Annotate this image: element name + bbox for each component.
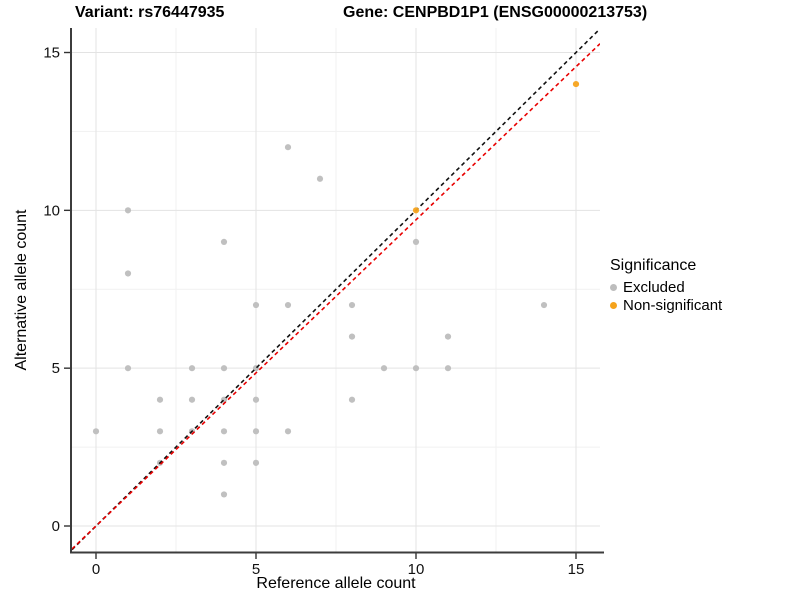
y-tick-label: 10 — [43, 202, 60, 219]
data-point-excluded — [284, 428, 292, 435]
legend-swatch-icon — [610, 283, 617, 291]
data-point-excluded — [220, 365, 228, 372]
data-point-excluded — [220, 238, 228, 246]
data-point-excluded — [252, 301, 260, 309]
data-point-excluded — [220, 491, 228, 498]
data-point-excluded — [188, 396, 196, 403]
legend-swatch-icon — [610, 301, 617, 309]
data-point-excluded — [412, 365, 420, 372]
data-point-excluded — [124, 270, 132, 277]
data-point-excluded — [220, 459, 228, 466]
data-point-excluded — [444, 365, 452, 372]
data-point-excluded — [124, 365, 132, 372]
x-tick-label: 15 — [568, 561, 585, 578]
data-point-excluded — [92, 428, 100, 435]
legend-item-non-significant: Non-significant — [610, 296, 722, 314]
data-point-excluded — [444, 333, 452, 340]
legend-items: Excluded Non-significant — [610, 278, 722, 314]
data-point-excluded — [348, 333, 356, 340]
y-tick-label: 0 — [52, 518, 60, 535]
data-point-excluded — [284, 144, 292, 151]
legend-title: Significance — [610, 257, 697, 274]
gene-title: Gene: CENPBD1P1 (ENSG00000213753) — [343, 4, 648, 21]
y-axis-title: Alternative allele count — [13, 209, 30, 371]
data-point-excluded — [540, 301, 548, 309]
data-point-excluded — [348, 301, 356, 309]
y-tick-label: 5 — [52, 360, 60, 377]
data-point-excluded — [188, 365, 196, 372]
data-point-excluded — [412, 238, 420, 246]
legend-item-label: Non-significant — [623, 296, 723, 314]
y-tick-label: 15 — [43, 45, 60, 62]
data-point-excluded — [316, 175, 324, 182]
identity-line — [72, 28, 600, 551]
x-tick-label: 5 — [252, 561, 260, 578]
x-axis-title: Reference allele count — [256, 575, 416, 592]
legend-item-excluded: Excluded — [610, 278, 722, 296]
data-point-excluded — [252, 428, 260, 435]
data-point-excluded — [156, 428, 164, 435]
legend: Significance Excluded Non-significant — [610, 257, 722, 314]
data-point-excluded — [348, 396, 356, 403]
data-point-excluded — [380, 365, 388, 372]
legend-item-label: Excluded — [623, 278, 685, 296]
data-point-excluded — [156, 396, 164, 403]
data-point-excluded — [252, 459, 260, 466]
data-point-excluded — [124, 207, 132, 214]
data-point-excluded — [220, 428, 228, 435]
x-tick-label: 10 — [408, 561, 425, 578]
x-tick-label: 0 — [92, 561, 100, 578]
variant-title: Variant: rs76447935 — [75, 4, 225, 21]
data-point-non-significant — [412, 207, 420, 214]
data-point-excluded — [252, 396, 260, 403]
data-point-excluded — [284, 301, 292, 309]
data-point-non-significant — [572, 80, 580, 88]
